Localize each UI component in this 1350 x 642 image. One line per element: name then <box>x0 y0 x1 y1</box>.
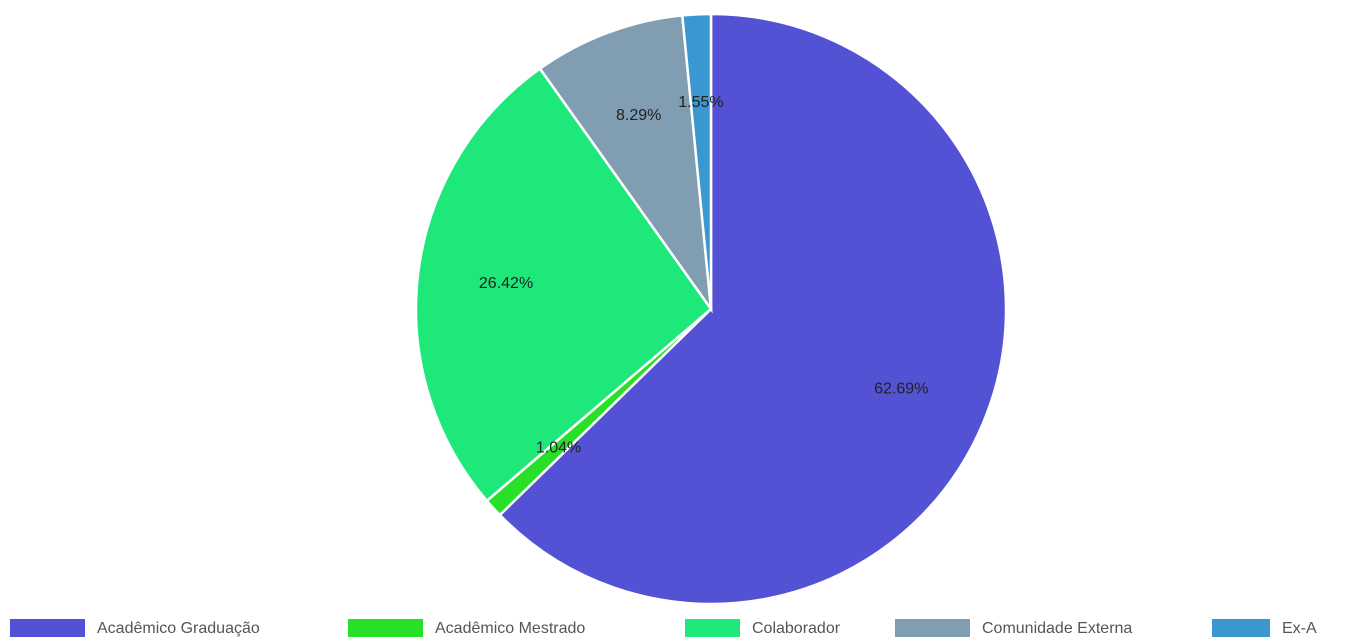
legend-swatch <box>1212 619 1270 637</box>
legend-label: Ex-A <box>1282 620 1317 637</box>
data-label: 1.55% <box>678 94 723 111</box>
legend-swatch <box>10 619 85 637</box>
legend-swatch <box>895 619 970 637</box>
pie-slice <box>538 14 713 314</box>
legend-label: Acadêmico Graduação <box>97 620 260 637</box>
pie-slice <box>498 12 1008 606</box>
pie-slice <box>414 66 713 503</box>
legend-swatch <box>685 619 740 637</box>
legend-label: Colaborador <box>752 620 841 637</box>
data-label: 62.69% <box>874 380 928 397</box>
data-label: 26.42% <box>479 275 533 292</box>
data-label: 8.29% <box>616 107 661 124</box>
legend-label: Acadêmico Mestrado <box>435 620 585 637</box>
legend-swatch <box>348 619 423 637</box>
legend-label: Comunidade Externa <box>982 620 1132 637</box>
data-label: 1.04% <box>536 440 581 457</box>
pie-slice <box>680 12 713 310</box>
